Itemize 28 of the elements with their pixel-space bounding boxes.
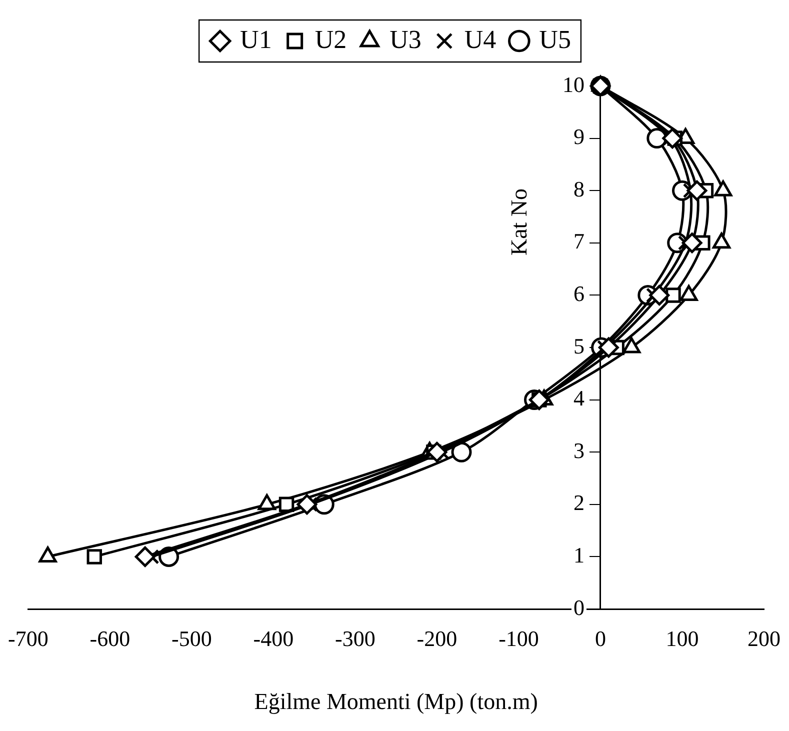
y-tick-label: 7 bbox=[573, 228, 584, 254]
legend-label: U4 bbox=[464, 24, 496, 54]
y-tick-label: 8 bbox=[573, 176, 584, 202]
legend-label: U1 bbox=[240, 24, 272, 54]
legend-label: U2 bbox=[314, 24, 347, 54]
y-tick-label: 10 bbox=[562, 72, 584, 97]
y-tick-label: 9 bbox=[573, 124, 584, 150]
y-tick-label: 0 bbox=[573, 594, 584, 620]
x-tick-label: 200 bbox=[748, 626, 780, 651]
y-tick-label: 4 bbox=[573, 386, 584, 411]
x-tick-label: -400 bbox=[253, 626, 294, 651]
x-axis-title: Eğilme Momenti (Mp) (ton.m) bbox=[254, 689, 538, 714]
y-tick-label: 5 bbox=[573, 333, 584, 358]
x-tick-label: -500 bbox=[172, 626, 212, 651]
x-tick-label: -700 bbox=[8, 626, 48, 651]
y-tick-label: 2 bbox=[573, 490, 584, 516]
legend-label: U5 bbox=[539, 24, 571, 54]
y-tick-label: 3 bbox=[573, 438, 584, 463]
x-tick-label: -200 bbox=[416, 626, 458, 651]
y-tick-label: 6 bbox=[573, 280, 584, 306]
x-tick-label: 100 bbox=[666, 626, 699, 651]
legend-label: U3 bbox=[390, 24, 422, 54]
x-tick-label: -300 bbox=[335, 626, 376, 651]
x-tick-label: -600 bbox=[90, 626, 130, 651]
y-axis-title: Kat No bbox=[506, 188, 532, 256]
x-tick-label: -100 bbox=[498, 626, 539, 651]
y-tick-label: 1 bbox=[573, 542, 584, 568]
x-tick-label: 0 bbox=[594, 626, 606, 651]
